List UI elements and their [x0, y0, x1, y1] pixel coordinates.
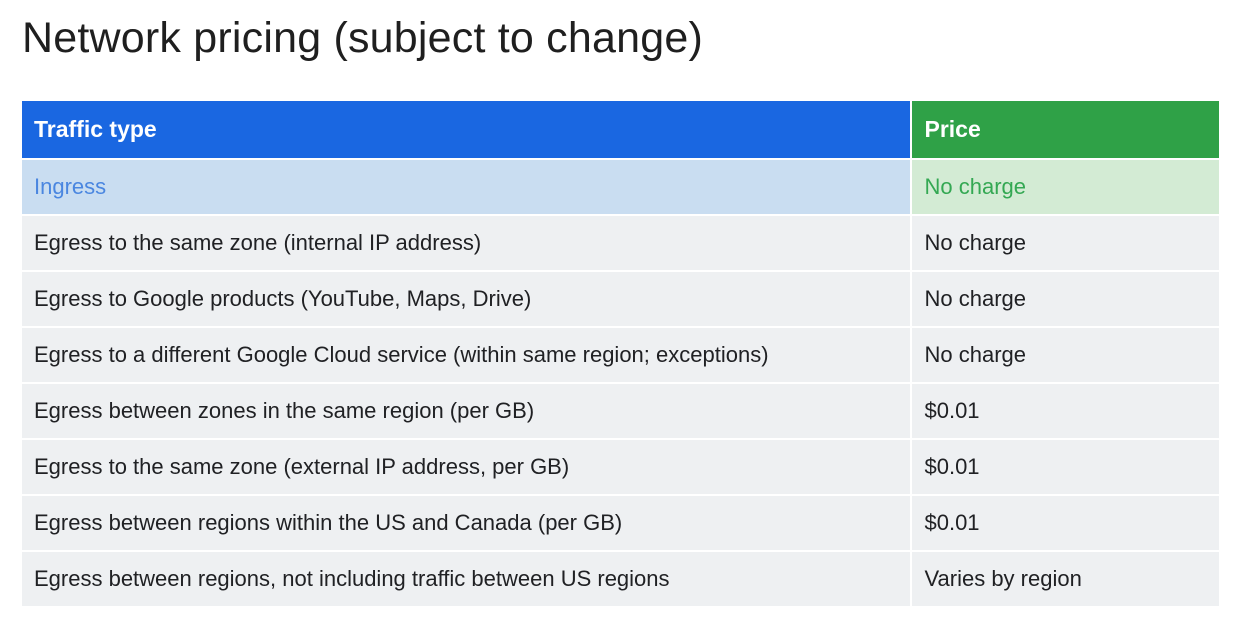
traffic-type-cell: Egress to Google products (YouTube, Maps… [22, 272, 913, 328]
table-row: Egress to a different Google Cloud servi… [22, 328, 1219, 384]
traffic-type-cell: Ingress [22, 160, 913, 216]
table-row: Egress to the same zone (external IP add… [22, 440, 1219, 496]
header-price: Price [912, 101, 1219, 160]
price-cell: No charge [912, 328, 1219, 384]
traffic-type-cell: Egress to a different Google Cloud servi… [22, 328, 913, 384]
price-cell: No charge [912, 216, 1219, 272]
table-row: Egress to Google products (YouTube, Maps… [22, 272, 1219, 328]
price-cell: $0.01 [912, 384, 1219, 440]
price-cell: No charge [912, 160, 1219, 216]
table-header-row: Traffic type Price [22, 101, 1219, 160]
traffic-type-cell: Egress between zones in the same region … [22, 384, 913, 440]
pricing-table: Traffic type Price Ingress No charge Egr… [22, 101, 1219, 608]
traffic-type-cell: Egress to the same zone (external IP add… [22, 440, 913, 496]
table-row: Egress between zones in the same region … [22, 384, 1219, 440]
price-cell: $0.01 [912, 440, 1219, 496]
traffic-type-cell: Egress between regions, not including tr… [22, 552, 913, 608]
table-row: Egress between regions, not including tr… [22, 552, 1219, 608]
table-row: Ingress No charge [22, 160, 1219, 216]
header-traffic-type: Traffic type [22, 101, 913, 160]
traffic-type-cell: Egress between regions within the US and… [22, 496, 913, 552]
table-row: Egress to the same zone (internal IP add… [22, 216, 1219, 272]
price-cell: No charge [912, 272, 1219, 328]
table-row: Egress between regions within the US and… [22, 496, 1219, 552]
traffic-type-cell: Egress to the same zone (internal IP add… [22, 216, 913, 272]
page-title: Network pricing (subject to change) [22, 14, 703, 62]
price-cell: $0.01 [912, 496, 1219, 552]
price-cell: Varies by region [912, 552, 1219, 608]
